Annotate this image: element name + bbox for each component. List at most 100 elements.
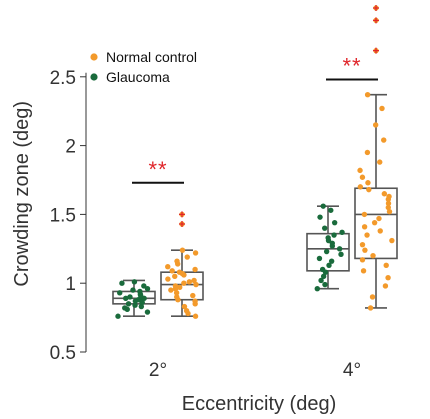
data-point	[181, 303, 188, 310]
box-glaucoma	[306, 203, 350, 292]
data-point	[184, 254, 190, 260]
data-point	[132, 302, 138, 308]
data-point	[372, 122, 379, 128]
box-normal-control	[354, 5, 398, 311]
data-point	[192, 266, 198, 273]
data-point	[367, 305, 374, 311]
data-point	[325, 235, 331, 241]
data-point	[385, 200, 392, 207]
data-point	[181, 280, 187, 286]
data-point	[360, 268, 367, 274]
legend-label: Glaucoma	[106, 69, 170, 85]
data-point	[379, 105, 385, 112]
data-point	[192, 298, 198, 304]
data-point	[165, 276, 171, 282]
data-point	[186, 279, 193, 285]
data-point	[377, 228, 383, 234]
data-point	[331, 232, 337, 238]
data-point	[319, 266, 326, 273]
data-point	[377, 159, 383, 165]
data-point	[183, 308, 190, 314]
y-tick-label: 1.5	[50, 205, 76, 226]
data-point	[168, 287, 174, 293]
legend: Normal control Glaucoma	[90, 49, 197, 85]
data-point	[362, 247, 368, 253]
data-point	[371, 219, 378, 226]
data-point	[359, 257, 366, 263]
box-iqr	[306, 232, 350, 272]
data-point	[137, 288, 143, 295]
y-tick-label: 1	[65, 274, 76, 295]
data-point	[176, 269, 183, 275]
data-point	[317, 214, 323, 220]
y-tick-label: 2.5	[50, 68, 76, 89]
box-glaucoma	[112, 279, 156, 319]
data-point	[177, 284, 183, 291]
data-point	[369, 294, 376, 300]
data-point	[172, 273, 178, 280]
y-tick-label: 0.5	[50, 343, 76, 364]
data-point	[131, 279, 138, 285]
legend-marker	[90, 73, 98, 81]
data-point	[370, 252, 376, 259]
data-point	[192, 313, 199, 319]
data-point	[361, 211, 368, 218]
data-point	[376, 215, 382, 222]
data-point	[357, 184, 364, 190]
data-point	[365, 180, 371, 186]
data-point	[318, 277, 324, 284]
data-point	[382, 283, 389, 289]
x-tick-label: 4°	[343, 360, 361, 381]
data-point	[386, 193, 392, 200]
outlier-marker	[373, 5, 379, 11]
data-point	[173, 290, 180, 296]
outlier-marker	[179, 221, 185, 228]
x-tick-label: 2°	[149, 360, 167, 381]
plot-area: ** **	[112, 5, 398, 319]
significance-label: **	[148, 157, 167, 182]
data-point	[381, 191, 388, 197]
data-point	[320, 273, 327, 280]
data-point	[359, 174, 366, 180]
data-point	[316, 255, 323, 262]
data-point	[357, 167, 363, 174]
data-point	[381, 137, 387, 143]
box-normal-control	[160, 211, 204, 319]
data-point	[141, 283, 147, 289]
data-point	[125, 301, 132, 307]
legend-label: Normal control	[106, 49, 197, 65]
outlier-marker	[373, 47, 379, 54]
data-point	[361, 224, 368, 230]
data-point	[123, 295, 129, 302]
data-point	[172, 283, 179, 289]
group-1: **	[306, 5, 398, 311]
data-point	[322, 281, 328, 288]
y-tick-label: 2	[65, 137, 76, 158]
group-0: **	[112, 157, 204, 319]
y-ticks: 0.5 1 1.5 2 2.5	[50, 68, 86, 364]
data-point	[326, 262, 332, 269]
data-point	[174, 258, 180, 264]
data-point	[130, 287, 136, 293]
data-point	[314, 286, 320, 292]
data-point	[321, 225, 328, 231]
data-point	[320, 203, 326, 209]
data-point	[328, 207, 334, 213]
significance-label: **	[342, 54, 361, 79]
data-point	[179, 247, 186, 253]
y-axis-title: Crowding zone (deg)	[11, 101, 33, 287]
data-point	[366, 186, 372, 193]
data-point	[383, 262, 389, 269]
data-point	[193, 281, 199, 288]
data-point	[328, 258, 335, 264]
data-point	[119, 280, 125, 286]
data-point	[169, 268, 175, 274]
data-point	[191, 277, 197, 284]
data-point	[115, 313, 121, 319]
data-point	[190, 292, 196, 299]
x-axis-title: Eccentricity (deg)	[182, 393, 337, 415]
data-point	[165, 263, 171, 270]
box-iqr	[354, 187, 398, 260]
data-point	[389, 237, 395, 244]
